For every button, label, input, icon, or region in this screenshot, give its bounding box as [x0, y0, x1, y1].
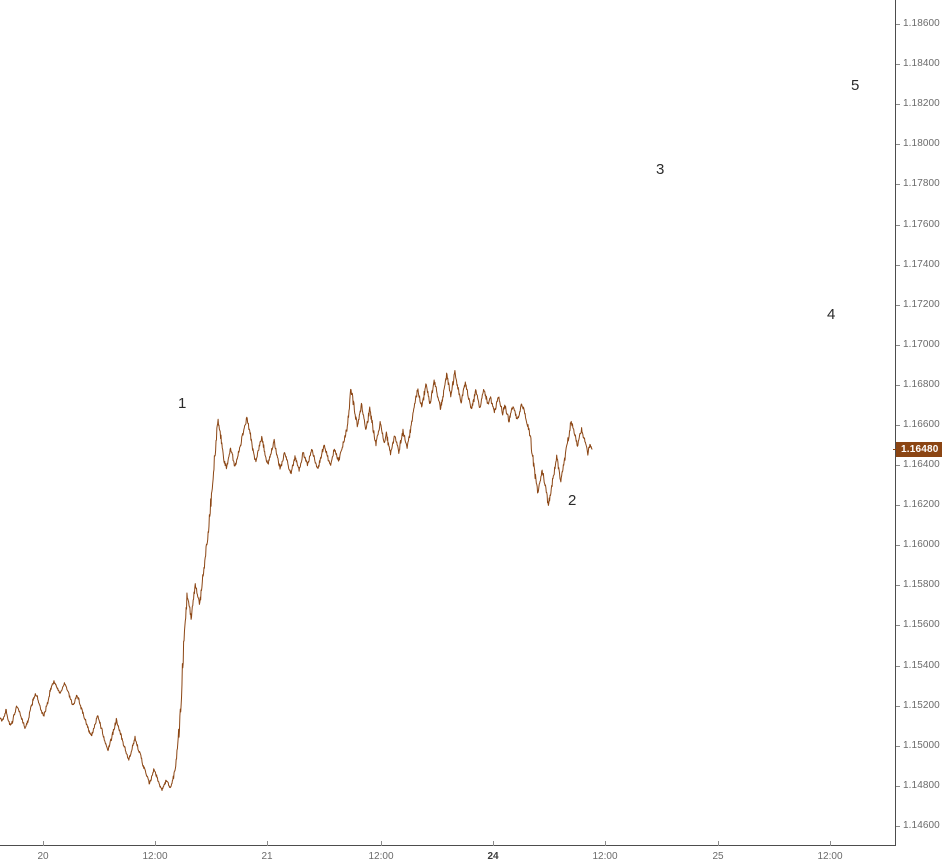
- x-tick-mark: [718, 841, 719, 846]
- y-tick-label: 1.14800: [903, 780, 940, 791]
- y-tick-label: 1.15600: [903, 619, 940, 630]
- y-tick-label: 1.15800: [903, 579, 940, 590]
- y-tick-mark: [896, 144, 900, 145]
- x-tick-label: 25: [712, 851, 724, 862]
- x-tick-label: 12:00: [592, 851, 618, 862]
- wave-label-2: 2: [568, 492, 577, 509]
- y-tick-label: 1.17200: [903, 299, 940, 310]
- price-line-path: [0, 370, 593, 792]
- x-tick-mark: [381, 841, 382, 846]
- x-tick-label: 12:00: [817, 851, 843, 862]
- x-tick-label: 12:00: [368, 851, 394, 862]
- y-tick-label: 1.15200: [903, 700, 940, 711]
- wave-label-3: 3: [656, 161, 665, 178]
- y-tick-label: 1.16400: [903, 459, 940, 470]
- y-tick-mark: [896, 305, 900, 306]
- y-tick-label: 1.17400: [903, 259, 940, 270]
- y-tick-label: 1.14600: [903, 820, 940, 831]
- price-badge-tick: [893, 449, 897, 450]
- y-tick-mark: [896, 625, 900, 626]
- y-tick-mark: [896, 345, 900, 346]
- x-tick-mark: [267, 841, 268, 846]
- x-tick-mark: [155, 841, 156, 846]
- y-tick-mark: [896, 666, 900, 667]
- y-tick-label: 1.18400: [903, 58, 940, 69]
- y-tick-label: 1.18600: [903, 18, 940, 29]
- y-tick-label: 1.16000: [903, 539, 940, 550]
- x-tick-label: 21: [261, 851, 273, 862]
- y-tick-mark: [896, 64, 900, 65]
- y-tick-label: 1.17600: [903, 219, 940, 230]
- current-price-badge[interactable]: 1.16480: [896, 442, 942, 457]
- x-tick-label: 24: [487, 851, 499, 862]
- y-tick-mark: [896, 104, 900, 105]
- x-tick-mark: [830, 841, 831, 846]
- y-tick-label: 1.18200: [903, 98, 940, 109]
- wave-label-5: 5: [851, 77, 860, 94]
- x-tick-label: 20: [37, 851, 49, 862]
- y-tick-mark: [896, 786, 900, 787]
- y-tick-mark: [896, 826, 900, 827]
- y-tick-label: 1.16800: [903, 379, 940, 390]
- y-tick-mark: [896, 425, 900, 426]
- x-tick-mark: [493, 841, 494, 846]
- y-tick-label: 1.17000: [903, 339, 940, 350]
- y-tick-label: 1.17800: [903, 178, 940, 189]
- y-tick-mark: [896, 184, 900, 185]
- y-tick-mark: [896, 385, 900, 386]
- y-tick-label: 1.15400: [903, 660, 940, 671]
- price-line-series: [0, 370, 593, 792]
- y-tick-label: 1.18000: [903, 138, 940, 149]
- y-tick-mark: [896, 746, 900, 747]
- y-tick-label: 1.16200: [903, 499, 940, 510]
- x-tick-mark: [605, 841, 606, 846]
- y-tick-label: 1.15000: [903, 740, 940, 751]
- y-tick-mark: [896, 706, 900, 707]
- y-axis-line: [895, 0, 896, 846]
- wave-label-1: 1: [178, 395, 187, 412]
- y-tick-mark: [896, 265, 900, 266]
- y-tick-mark: [896, 24, 900, 25]
- y-tick-mark: [896, 225, 900, 226]
- plot-area[interactable]: [0, 0, 895, 846]
- y-tick-mark: [896, 585, 900, 586]
- y-tick-mark: [896, 505, 900, 506]
- x-tick-label: 12:00: [142, 851, 168, 862]
- x-tick-mark: [43, 841, 44, 846]
- y-tick-label: 1.16600: [903, 419, 940, 430]
- y-tick-mark: [896, 465, 900, 466]
- wave-label-4: 4: [827, 306, 836, 323]
- y-tick-mark: [896, 545, 900, 546]
- x-axis-line: [0, 845, 896, 846]
